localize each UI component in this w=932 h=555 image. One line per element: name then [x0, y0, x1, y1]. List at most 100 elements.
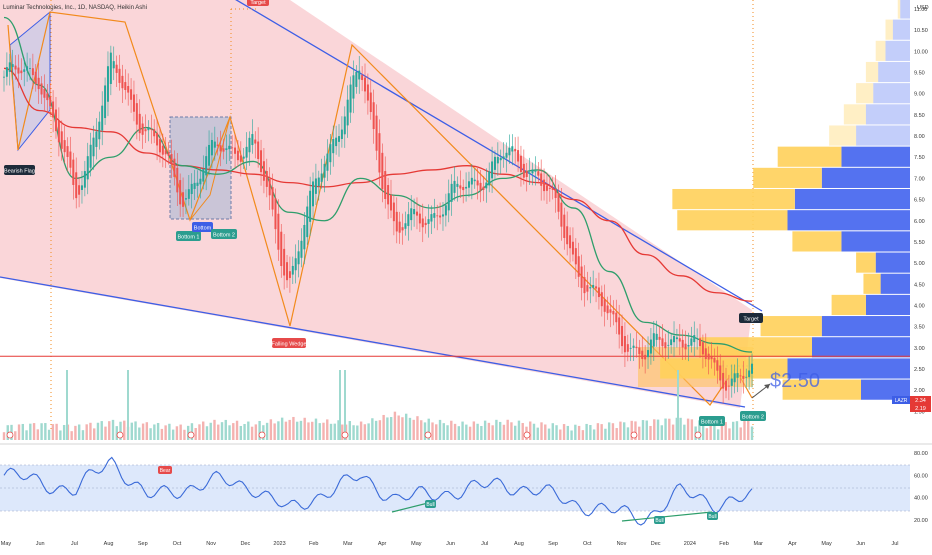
- volume-bar: [660, 425, 663, 440]
- volume-bar: [378, 420, 382, 440]
- candle-body: [196, 182, 199, 186]
- candle-body: [245, 146, 248, 158]
- time-tick-label: Sep: [548, 541, 558, 547]
- volume-bar: [307, 422, 310, 440]
- candle-body: [540, 173, 543, 186]
- short-moving-average-line: [3, 16, 753, 353]
- time-tick-label: Jul: [891, 541, 898, 547]
- price-callout: $2.50: [770, 370, 820, 392]
- volume-bar: [585, 423, 588, 440]
- volume-bar: [502, 424, 506, 440]
- volume-bar: [393, 411, 397, 440]
- candle-body: [34, 71, 37, 84]
- candle-body: [563, 214, 566, 238]
- candle-body: [364, 77, 367, 92]
- candle-body: [349, 84, 352, 113]
- candle-body: [707, 353, 710, 360]
- candle-body: [557, 193, 560, 212]
- time-tick-label: Jun: [856, 541, 865, 547]
- candle-body: [115, 64, 118, 73]
- volume-bar: [108, 421, 111, 440]
- volume-bar: [679, 417, 682, 440]
- volume-profile-down-bar: [856, 125, 910, 146]
- rsi-tick-label: 80.00: [914, 451, 928, 457]
- volume-bar: [675, 417, 679, 440]
- price-tick-label: 9.50: [914, 71, 925, 77]
- volume-profile-down-bar: [812, 337, 910, 358]
- candle-body: [242, 156, 245, 159]
- volume-bar: [29, 423, 32, 440]
- volume-bar: [288, 419, 291, 440]
- candle-body: [20, 70, 23, 74]
- candle-body: [505, 152, 508, 158]
- candle-body: [260, 150, 263, 173]
- candle-body: [580, 266, 583, 288]
- volume-spike-bar: [677, 370, 679, 440]
- candle-body: [439, 215, 442, 218]
- candle-body: [603, 299, 606, 312]
- volume-bar: [341, 424, 344, 440]
- event-marker[interactable]: [116, 431, 124, 439]
- volume-bar: [81, 430, 85, 440]
- bearish-flag-label-bg: [4, 165, 35, 175]
- volume-bar: [314, 418, 318, 440]
- volume-bar: [506, 419, 509, 440]
- candle-body: [234, 147, 237, 154]
- candle-body: [300, 240, 303, 258]
- volume-bar: [164, 425, 167, 440]
- bottom-mid-label: Bottom: [194, 226, 212, 232]
- volume-bar: [337, 420, 340, 440]
- volume-bar: [607, 422, 611, 440]
- event-marker[interactable]: [258, 431, 266, 439]
- volume-bar: [232, 423, 235, 440]
- candle-body: [320, 173, 323, 182]
- volume-bar: [17, 424, 21, 440]
- candle-body: [369, 92, 372, 113]
- candle-body: [297, 251, 300, 265]
- event-marker[interactable]: [6, 431, 14, 439]
- candle-body: [199, 178, 202, 185]
- time-axis: May Jun Jul Aug Sep Oct Nov Dec 2023 Feb Mar Apr May…: [1, 541, 899, 547]
- candle-body: [430, 214, 433, 222]
- event-marker[interactable]: [187, 431, 195, 439]
- volume-bar: [250, 426, 254, 440]
- event-marker[interactable]: [523, 431, 531, 439]
- event-marker[interactable]: [341, 431, 349, 439]
- volume-bar: [698, 420, 701, 440]
- event-marker[interactable]: [630, 431, 638, 439]
- price-tick-label: 3.50: [914, 325, 925, 331]
- candle-body: [664, 342, 667, 349]
- volume-bar: [513, 425, 517, 440]
- event-markers: [6, 431, 702, 439]
- volume-bar: [359, 421, 363, 440]
- volume-bar: [280, 417, 284, 440]
- last-price-badge: 2.34: [915, 398, 926, 404]
- candle-body: [11, 64, 14, 68]
- time-tick-label: 2023: [273, 541, 285, 547]
- volume-bar: [555, 425, 558, 440]
- candle-body: [150, 129, 153, 130]
- volume-bar: [96, 422, 100, 440]
- volume-profile-up-bar: [863, 273, 881, 294]
- target-right-label-bg: [739, 313, 763, 323]
- candle-body: [274, 198, 277, 230]
- candle-body: [410, 208, 413, 221]
- price-tick-label: 1.50: [914, 409, 925, 415]
- candle-body: [106, 66, 109, 102]
- event-marker[interactable]: [424, 431, 432, 439]
- event-marker[interactable]: [694, 431, 702, 439]
- rsi-tick-label: 60.00: [914, 473, 928, 479]
- volume-bar: [686, 418, 690, 440]
- bottom1-right-label: Bottom 1: [701, 420, 723, 426]
- candle-body: [488, 171, 491, 186]
- rsi-tick-label: 40.00: [914, 496, 928, 502]
- rsi-axis: 80.00 60.00 40.00 20.00: [914, 451, 928, 524]
- time-tick-label: Jul: [71, 541, 78, 547]
- candle-body: [413, 209, 416, 215]
- volume-bar: [40, 423, 43, 440]
- volume-bar: [641, 420, 645, 440]
- volume-bar: [21, 423, 24, 440]
- volume-profile-up-bar: [865, 61, 879, 83]
- volume-profile-down-bar: [841, 146, 910, 167]
